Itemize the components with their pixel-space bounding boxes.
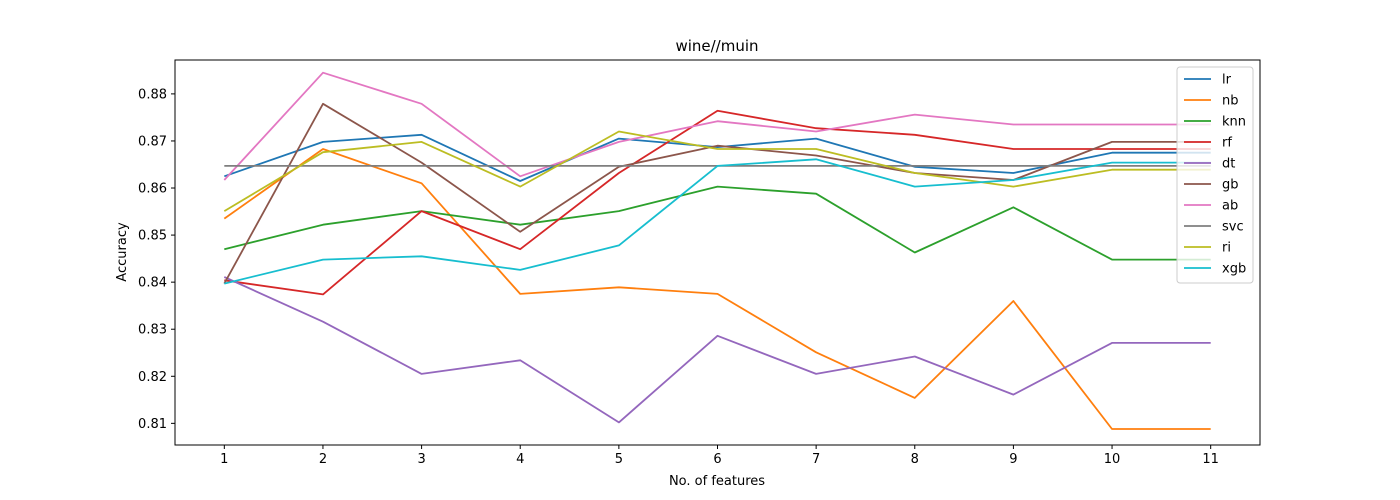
- y-tick-label: 0.82: [138, 370, 167, 385]
- x-tick-label: 7: [812, 452, 820, 467]
- x-tick-label: 4: [516, 452, 524, 467]
- series-line-rf: [224, 109, 1211, 296]
- legend-label-xgb: xgb: [1222, 262, 1246, 277]
- x-tick-label: 11: [1202, 452, 1219, 467]
- legend: lr nb knn rf dt gb ab svc ri xgb: [1176, 66, 1254, 284]
- x-tick-label: 8: [911, 452, 919, 467]
- legend-label-rf: rf: [1222, 136, 1232, 151]
- y-tick-label: 0.81: [138, 417, 167, 432]
- x-tick-label: 10: [1104, 452, 1121, 467]
- legend-label-nb: nb: [1222, 94, 1239, 109]
- x-tick-label: 2: [319, 452, 327, 467]
- y-tick-label: 0.84: [138, 276, 167, 291]
- plot-frame: [174, 59, 1261, 446]
- series-line-gb: [223, 102, 1211, 285]
- y-tick-label: 0.83: [138, 323, 167, 338]
- x-axis-ticks: 1 2 3 4 5 6 7 8 9 10 11: [220, 445, 1219, 467]
- x-axis-label: No. of features: [669, 474, 765, 489]
- y-tick-label: 0.88: [138, 87, 167, 102]
- x-tick-label: 6: [713, 452, 721, 467]
- y-axis-ticks: 0.81 0.82 0.83 0.84 0.85 0.86 0.87 0.88: [138, 87, 175, 432]
- series-line-nb: [223, 148, 1211, 430]
- legend-label-gb: gb: [1222, 178, 1239, 193]
- legend-label-ab: ab: [1222, 199, 1238, 214]
- y-tick-label: 0.87: [138, 134, 167, 149]
- x-tick-label: 5: [615, 452, 623, 467]
- series-layer: [223, 71, 1211, 430]
- legend-label-knn: knn: [1222, 115, 1246, 130]
- x-tick-label: 9: [1009, 452, 1017, 467]
- legend-label-svc: svc: [1222, 220, 1244, 235]
- series-line-knn: [224, 185, 1211, 261]
- series-line-xgb: [224, 158, 1211, 285]
- chart-title: wine//muin: [675, 37, 758, 55]
- series-line-dt: [223, 276, 1211, 424]
- y-tick-label: 0.85: [138, 229, 167, 244]
- x-tick-label: 3: [417, 452, 425, 467]
- legend-label-ri: ri: [1222, 241, 1231, 256]
- legend-label-lr: lr: [1222, 73, 1232, 88]
- legend-label-dt: dt: [1222, 157, 1235, 172]
- series-line-ri: [223, 130, 1211, 212]
- x-tick-label: 1: [220, 452, 228, 467]
- y-tick-label: 0.86: [138, 182, 167, 197]
- series-line-ab: [223, 71, 1211, 181]
- y-axis-label: Accuracy: [115, 222, 130, 282]
